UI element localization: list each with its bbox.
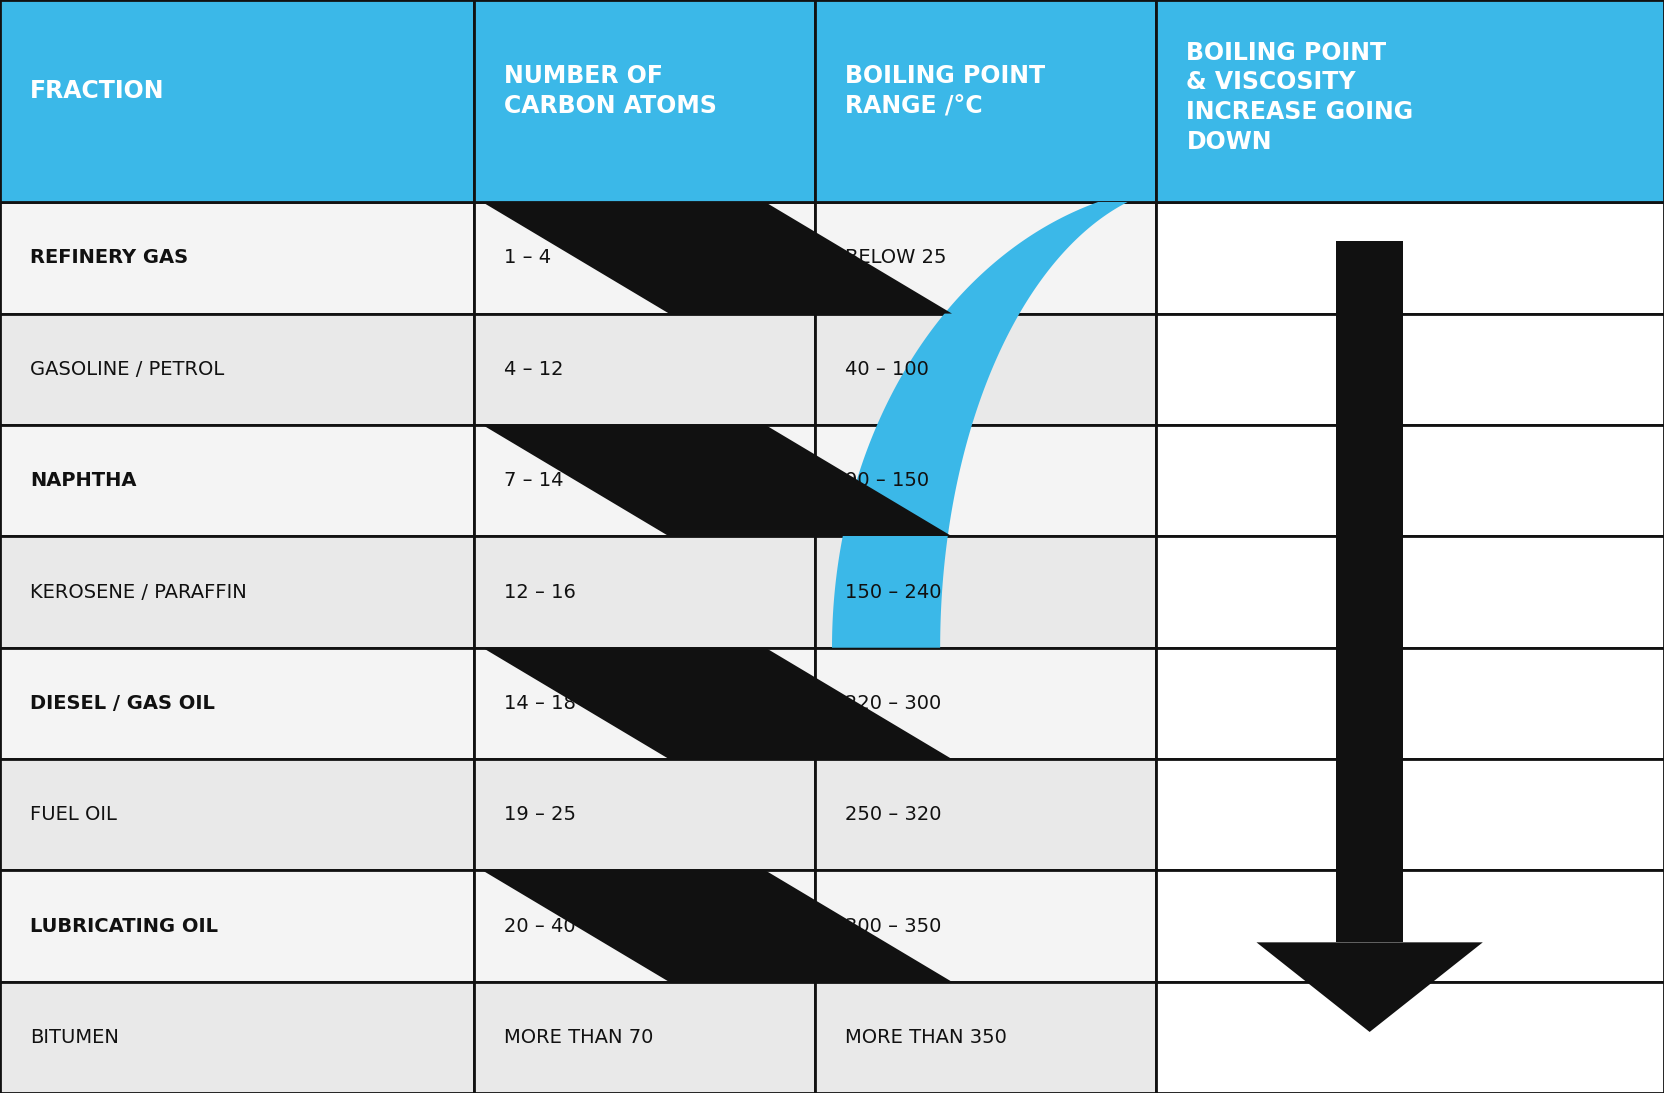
Bar	[815, 760, 1156, 870]
Bar	[1156, 537, 1664, 648]
Polygon shape	[832, 185, 1564, 648]
Bar	[815, 314, 1156, 425]
Bar	[0, 982, 474, 1093]
Bar	[1156, 870, 1664, 982]
Text: 19 – 25: 19 – 25	[504, 806, 576, 824]
Bar	[474, 425, 1156, 537]
Bar	[0, 0, 474, 202]
Bar	[1156, 314, 1664, 425]
Bar	[0, 648, 474, 760]
Text: GASOLINE / PETROL: GASOLINE / PETROL	[30, 360, 225, 379]
Text: MORE THAN 70: MORE THAN 70	[504, 1029, 654, 1047]
Bar	[815, 648, 1156, 760]
Text: BITUMEN: BITUMEN	[30, 1029, 118, 1047]
Bar	[1156, 202, 1664, 314]
Bar	[474, 648, 1156, 760]
Bar	[474, 0, 815, 202]
Text: 40 – 100: 40 – 100	[845, 360, 929, 379]
Bar	[0, 314, 474, 425]
Bar	[1156, 760, 1664, 870]
Bar	[815, 982, 1156, 1093]
Bar	[1156, 982, 1664, 1093]
Text: FUEL OIL: FUEL OIL	[30, 806, 116, 824]
Text: FRACTION: FRACTION	[30, 79, 165, 103]
Text: 7 – 14: 7 – 14	[504, 471, 564, 490]
Bar	[815, 202, 1156, 314]
Bar	[0, 870, 474, 982]
Bar	[1156, 425, 1664, 537]
Text: 300 – 350: 300 – 350	[845, 917, 942, 936]
Bar	[474, 760, 815, 870]
Bar	[474, 425, 815, 537]
Text: MORE THAN 350: MORE THAN 350	[845, 1029, 1007, 1047]
Polygon shape	[483, 202, 952, 314]
Bar	[815, 425, 1156, 537]
Text: BOILING POINT
RANGE /°C: BOILING POINT RANGE /°C	[845, 64, 1045, 118]
Text: NUMBER OF
CARBON ATOMS: NUMBER OF CARBON ATOMS	[504, 64, 717, 118]
Bar	[474, 202, 815, 314]
Bar	[1156, 648, 1664, 760]
Bar	[0, 760, 474, 870]
Bar	[474, 870, 1156, 982]
Bar	[0, 202, 1196, 1093]
Text: 4 – 12: 4 – 12	[504, 360, 564, 379]
Text: 1 – 4: 1 – 4	[504, 248, 551, 268]
Text: 250 – 320: 250 – 320	[845, 806, 942, 824]
Text: 150 – 240: 150 – 240	[845, 583, 942, 601]
Text: NAPHTHA: NAPHTHA	[30, 471, 136, 490]
Polygon shape	[1256, 942, 1483, 1032]
Bar	[474, 202, 1156, 314]
Text: LUBRICATING OIL: LUBRICATING OIL	[30, 917, 218, 936]
Text: 90 – 150: 90 – 150	[845, 471, 930, 490]
Text: 14 – 18: 14 – 18	[504, 694, 576, 713]
Bar	[474, 314, 815, 425]
Bar	[474, 537, 815, 648]
Bar	[474, 982, 815, 1093]
Text: KEROSENE / PARAFFIN: KEROSENE / PARAFFIN	[30, 583, 246, 601]
Text: REFINERY GAS: REFINERY GAS	[30, 248, 188, 268]
Bar	[0, 425, 474, 537]
Bar	[815, 870, 1156, 982]
Bar	[474, 648, 815, 760]
Text: 220 – 300: 220 – 300	[845, 694, 942, 713]
Polygon shape	[483, 870, 952, 982]
Bar	[0, 537, 474, 648]
Bar	[1156, 0, 1664, 202]
Bar	[0, 202, 474, 314]
Text: BOILING POINT
& VISCOSITY
INCREASE GOING
DOWN: BOILING POINT & VISCOSITY INCREASE GOING…	[1186, 40, 1413, 154]
Bar	[815, 0, 1156, 202]
Polygon shape	[483, 648, 952, 760]
Bar	[815, 537, 1156, 648]
Text: 12 – 16: 12 – 16	[504, 583, 576, 601]
Polygon shape	[483, 425, 952, 537]
Text: DIESEL / GAS OIL: DIESEL / GAS OIL	[30, 694, 215, 713]
Bar	[474, 870, 815, 982]
Text: 20 – 40: 20 – 40	[504, 917, 576, 936]
Text: BELOW 25: BELOW 25	[845, 248, 947, 268]
Bar	[1336, 242, 1403, 942]
